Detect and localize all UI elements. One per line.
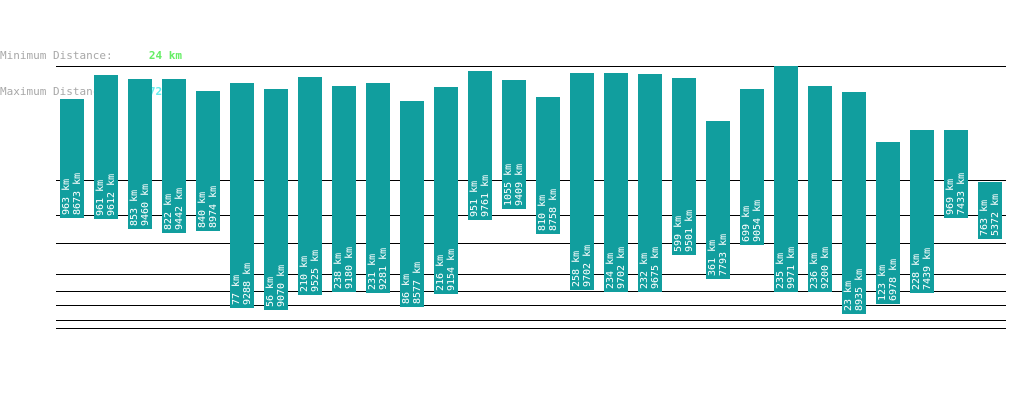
bar-max-label: 9612 km xyxy=(106,174,117,216)
bar-max-label: 9442 km xyxy=(174,188,185,230)
bar-min-label: 210 km xyxy=(299,256,310,292)
bar-min-label: 258 km xyxy=(571,251,582,287)
bar xyxy=(366,83,390,293)
bar xyxy=(502,80,526,209)
bar-max-label: 9281 km xyxy=(378,248,389,290)
bar-min-label: 1055 km xyxy=(503,164,514,206)
bar-min-label: 234 km xyxy=(605,253,616,289)
bar xyxy=(298,77,322,295)
bar-min-label: 228 km xyxy=(911,254,922,290)
bar-max-label: 9525 km xyxy=(310,250,321,292)
bar-min-label: 77 km xyxy=(231,275,242,305)
bar-min-label: 853 km xyxy=(129,190,140,226)
bar xyxy=(672,78,696,255)
bar-max-label: 9460 km xyxy=(140,184,151,226)
bar-max-label: 8577 km xyxy=(412,262,423,304)
bar-min-label: 216 km xyxy=(435,255,446,291)
bar xyxy=(604,73,628,292)
bar-min-label: 599 km xyxy=(673,216,684,252)
bar-min-label: 231 km xyxy=(367,254,378,290)
bar-max-label: 9501 km xyxy=(684,210,695,252)
bar-min-label: 763 km xyxy=(979,200,990,236)
bar-max-label: 8673 km xyxy=(72,173,83,215)
bar xyxy=(332,86,356,292)
min-distance-value: 24 km xyxy=(148,49,182,62)
bar-min-label: 361 km xyxy=(707,240,718,276)
bar-min-label: 56 km xyxy=(265,277,276,307)
bar-max-label: 9288 km xyxy=(242,263,253,305)
bar-max-label: 9180 km xyxy=(344,247,355,289)
bar-max-label: 9154 km xyxy=(446,249,457,291)
bar-max-label: 9971 km xyxy=(786,247,797,289)
bar-min-label: 123 km xyxy=(877,265,888,301)
bar-max-label: 8935 km xyxy=(854,269,865,311)
bar xyxy=(774,66,798,292)
bar xyxy=(876,142,900,304)
min-distance-label: Minimum Distance: xyxy=(0,49,113,62)
bar xyxy=(128,79,152,229)
bars xyxy=(60,66,1002,314)
bar xyxy=(400,101,424,307)
bar-max-label: 9675 km xyxy=(650,247,661,289)
bar-min-label: 969 km xyxy=(945,179,956,215)
bar-min-label: 238 km xyxy=(333,253,344,289)
bar-max-label: 7793 km xyxy=(718,234,729,276)
bar-max-label: 9070 km xyxy=(276,265,287,307)
bar xyxy=(740,89,764,245)
bar-min-label: 810 km xyxy=(537,195,548,231)
bar xyxy=(162,79,186,233)
bar xyxy=(944,130,968,218)
bar xyxy=(196,91,220,231)
bar-max-label: 9702 km xyxy=(616,247,627,289)
bar xyxy=(570,73,594,290)
bar-min-label: 236 km xyxy=(809,253,820,289)
bar-min-label: 235 km xyxy=(775,253,786,289)
bar-max-label: 7439 km xyxy=(922,248,933,290)
bar xyxy=(978,182,1002,239)
bar-max-label: 5372 km xyxy=(990,194,1001,236)
bar-min-label: 86 km xyxy=(401,274,412,304)
bar-labels: 963 km 8673 km 961 km 9612 km 853 km 9460 km 8… xyxy=(61,164,1001,311)
bar-min-label: 232 km xyxy=(639,253,650,289)
bar xyxy=(230,83,254,308)
bar xyxy=(808,86,832,292)
bar-max-label: 8758 km xyxy=(548,189,559,231)
bar-min-label: 699 km xyxy=(741,206,752,242)
bar xyxy=(910,130,934,293)
bar-max-label: 9200 km xyxy=(820,247,831,289)
bar xyxy=(842,92,866,314)
min-distance-row: Minimum Distance: 24 km xyxy=(0,50,182,62)
bar xyxy=(60,99,84,218)
bar xyxy=(536,97,560,234)
bar xyxy=(468,71,492,220)
bar xyxy=(264,89,288,310)
bar-max-label: 8974 km xyxy=(208,186,219,228)
bar-min-label: 23 km xyxy=(843,281,854,311)
bar xyxy=(434,87,458,294)
bar-max-label: 9054 km xyxy=(752,200,763,242)
bar-min-label: 822 km xyxy=(163,194,174,230)
bar-min-label: 840 km xyxy=(197,192,208,228)
bar-max-label: 9409 km xyxy=(514,164,525,206)
bar xyxy=(94,75,118,219)
bar-max-label: 9702 km xyxy=(582,245,593,287)
bar xyxy=(706,121,730,279)
bar-max-label: 6978 km xyxy=(888,259,899,301)
bar-max-label: 9761 km xyxy=(480,175,491,217)
bar-min-label: 961 km xyxy=(95,180,106,216)
bar-max-label: 7433 km xyxy=(956,173,967,215)
bar xyxy=(638,74,662,292)
bar-min-label: 963 km xyxy=(61,179,72,215)
bar-min-label: 951 km xyxy=(469,181,480,217)
